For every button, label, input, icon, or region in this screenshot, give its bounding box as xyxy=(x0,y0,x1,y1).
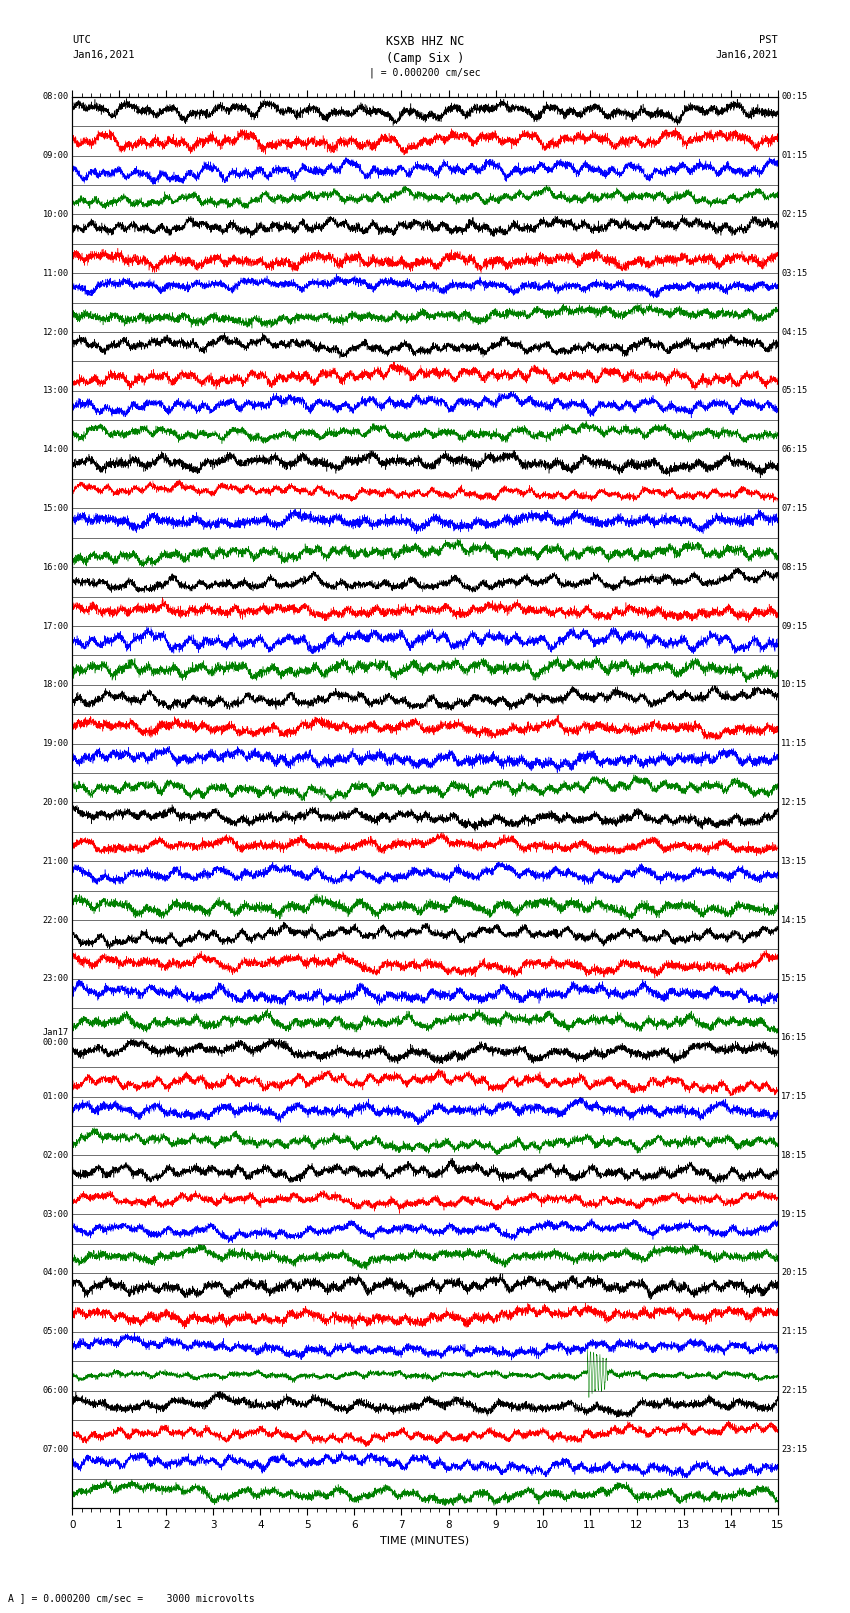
Text: 04:15: 04:15 xyxy=(781,327,807,337)
Text: 22:15: 22:15 xyxy=(781,1386,807,1395)
Text: 13:00: 13:00 xyxy=(42,387,69,395)
Text: 08:00: 08:00 xyxy=(42,92,69,102)
Text: Jan16,2021: Jan16,2021 xyxy=(72,50,135,60)
Text: 02:00: 02:00 xyxy=(42,1150,69,1160)
Text: KSXB HHZ NC: KSXB HHZ NC xyxy=(386,35,464,48)
Text: 02:15: 02:15 xyxy=(781,210,807,219)
Text: 00:15: 00:15 xyxy=(781,92,807,102)
Text: 16:00: 16:00 xyxy=(42,563,69,571)
Text: 05:15: 05:15 xyxy=(781,387,807,395)
Text: | = 0.000200 cm/sec: | = 0.000200 cm/sec xyxy=(369,68,481,79)
Text: 19:00: 19:00 xyxy=(42,739,69,748)
Text: 16:15: 16:15 xyxy=(781,1034,807,1042)
Text: 23:15: 23:15 xyxy=(781,1445,807,1453)
Text: 15:15: 15:15 xyxy=(781,974,807,984)
Text: 20:00: 20:00 xyxy=(42,798,69,806)
Text: 14:15: 14:15 xyxy=(781,916,807,924)
Text: 03:15: 03:15 xyxy=(781,269,807,277)
Text: 06:00: 06:00 xyxy=(42,1386,69,1395)
Text: 01:15: 01:15 xyxy=(781,152,807,160)
Text: 13:15: 13:15 xyxy=(781,857,807,866)
Text: 10:00: 10:00 xyxy=(42,210,69,219)
Text: 05:00: 05:00 xyxy=(42,1327,69,1336)
Text: 09:00: 09:00 xyxy=(42,152,69,160)
Text: 09:15: 09:15 xyxy=(781,621,807,631)
Text: 15:00: 15:00 xyxy=(42,503,69,513)
Text: 17:15: 17:15 xyxy=(781,1092,807,1102)
Text: 20:15: 20:15 xyxy=(781,1268,807,1277)
Text: 21:15: 21:15 xyxy=(781,1327,807,1336)
Text: 04:00: 04:00 xyxy=(42,1268,69,1277)
X-axis label: TIME (MINUTES): TIME (MINUTES) xyxy=(381,1536,469,1545)
Text: 06:15: 06:15 xyxy=(781,445,807,455)
Text: 21:00: 21:00 xyxy=(42,857,69,866)
Text: 12:15: 12:15 xyxy=(781,798,807,806)
Text: 03:00: 03:00 xyxy=(42,1210,69,1218)
Text: 07:00: 07:00 xyxy=(42,1445,69,1453)
Text: (Camp Six ): (Camp Six ) xyxy=(386,52,464,65)
Text: 22:00: 22:00 xyxy=(42,916,69,924)
Text: PST: PST xyxy=(759,35,778,45)
Text: 11:00: 11:00 xyxy=(42,269,69,277)
Text: A ] = 0.000200 cm/sec =    3000 microvolts: A ] = 0.000200 cm/sec = 3000 microvolts xyxy=(8,1594,255,1603)
Text: 10:15: 10:15 xyxy=(781,681,807,689)
Text: Jan17
00:00: Jan17 00:00 xyxy=(42,1027,69,1047)
Text: 23:00: 23:00 xyxy=(42,974,69,984)
Text: Jan16,2021: Jan16,2021 xyxy=(715,50,778,60)
Text: 18:15: 18:15 xyxy=(781,1150,807,1160)
Text: 17:00: 17:00 xyxy=(42,621,69,631)
Text: UTC: UTC xyxy=(72,35,91,45)
Text: 07:15: 07:15 xyxy=(781,503,807,513)
Text: 18:00: 18:00 xyxy=(42,681,69,689)
Text: 01:00: 01:00 xyxy=(42,1092,69,1102)
Text: 11:15: 11:15 xyxy=(781,739,807,748)
Text: 12:00: 12:00 xyxy=(42,327,69,337)
Text: 19:15: 19:15 xyxy=(781,1210,807,1218)
Text: 14:00: 14:00 xyxy=(42,445,69,455)
Text: 08:15: 08:15 xyxy=(781,563,807,571)
